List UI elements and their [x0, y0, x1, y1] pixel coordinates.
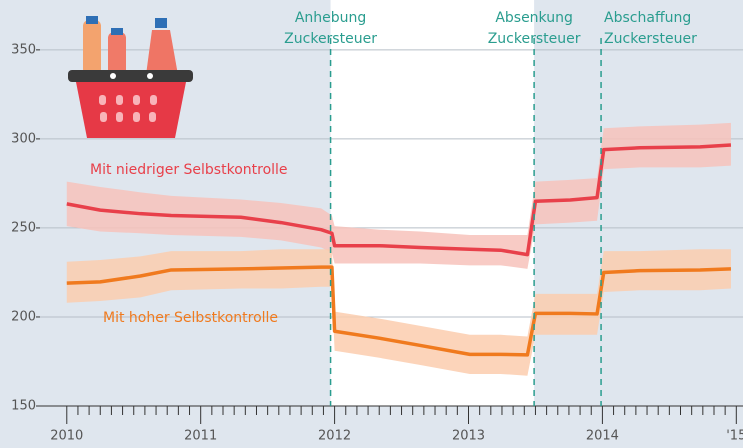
event-label: Zuckersteuer: [284, 31, 377, 47]
y-tick-label: 350: [11, 42, 36, 57]
chart: 150 200 250 300 350 2010 2011 2012 2013 2014 '15 Mi…: [0, 0, 743, 448]
event-label: Absenkung: [495, 10, 573, 26]
y-tick-label: 250: [11, 220, 36, 235]
y-tick-label: 300: [11, 131, 36, 146]
series-label: Mit hoher Selbstkontrolle: [103, 310, 278, 326]
x-tick-label: 2013: [452, 429, 485, 444]
event-label: Abschaffung: [604, 10, 691, 26]
event-label: Zuckersteuer: [604, 31, 697, 47]
y-tick-label: 200: [11, 309, 36, 324]
x-tick-label: '15: [726, 429, 743, 444]
series-label: Mit niedriger Selbstkontrolle: [90, 162, 288, 178]
event-label: Zuckersteuer: [488, 31, 581, 47]
y-tick-label: 150: [11, 399, 36, 414]
x-tick-label: 2010: [50, 429, 83, 444]
x-tick-label: 2014: [586, 429, 619, 444]
event-label: Anhebung: [295, 10, 366, 26]
x-tick-label: 2012: [318, 429, 351, 444]
x-tick-label: 2011: [184, 429, 217, 444]
